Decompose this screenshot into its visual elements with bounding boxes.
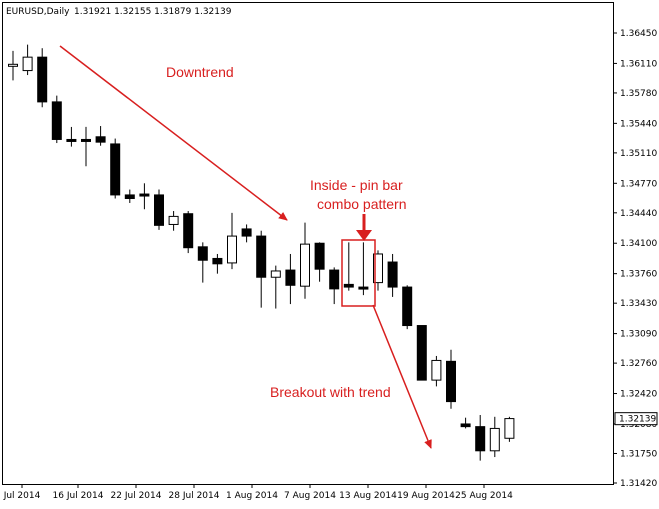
candle-body-bearish [66, 138, 77, 142]
candle-body-bearish [37, 56, 48, 103]
candle-body-bearish [460, 423, 471, 428]
candle-body-bearish [416, 325, 427, 381]
candle-body-bearish [81, 138, 91, 142]
candle-body-bullish [431, 359, 442, 381]
x-tick-label: 22 Jul 2014 [111, 491, 162, 501]
y-tick-label: 1.34100 [620, 239, 657, 249]
y-tick-label: 1.32760 [620, 359, 657, 369]
y-tick-label: 1.32420 [620, 390, 657, 400]
x-axis: Jul 2014 16 Jul 2014 22 Jul 2014 28 Jul 201… [3, 484, 513, 501]
x-tick-label: 19 Aug 2014 [397, 491, 455, 501]
x-tick-label: 28 Jul 2014 [169, 491, 220, 501]
candle-body-bearish [446, 360, 456, 403]
downtrend-arrow [59, 45, 288, 221]
candle-body-bearish [183, 213, 194, 249]
y-tick-label: 1.31420 [620, 479, 657, 489]
pattern-label-line2: combo pattern [317, 196, 407, 212]
candle-body-bearish [139, 193, 150, 197]
pattern-highlight-box [341, 239, 376, 307]
y-tick-label: 1.33430 [620, 299, 657, 309]
candle-body-bearish [95, 136, 106, 143]
candle-body-bullish [270, 270, 281, 278]
ohlc-values: 1.31921 1.32155 1.31879 1.32139 [74, 7, 232, 17]
candle-body-bearish [212, 257, 223, 265]
x-tick-label: 13 Aug 2014 [339, 491, 397, 501]
y-tick-label: 1.33760 [620, 270, 657, 280]
y-tick-label: 1.35780 [620, 89, 657, 99]
candle-body-bearish [51, 101, 62, 140]
breakout-label: Breakout with trend [270, 384, 391, 400]
candle-body-bearish [314, 242, 325, 270]
candle-body-bullish [8, 63, 18, 67]
last-price-label: 1.32139 [619, 415, 656, 425]
y-tick-label: 1.36110 [620, 59, 657, 69]
y-tick-label: 1.33090 [620, 330, 657, 340]
candle-body-bullish [489, 427, 500, 452]
y-tick-label: 1.35110 [620, 149, 657, 159]
y-tick-label: 1.34440 [620, 209, 657, 219]
x-tick-label: Jul 2014 [3, 491, 41, 501]
candle-body-bearish [241, 228, 252, 237]
y-tick-label: 1.36450 [620, 29, 657, 39]
y-tick-label: 1.35440 [620, 119, 657, 129]
candle-body-bearish [154, 194, 164, 226]
x-tick-label: 7 Aug 2014 [284, 491, 336, 501]
candle-body-bearish [197, 246, 208, 261]
candle-body-bearish [402, 286, 413, 327]
candle-body-bearish [256, 235, 267, 278]
candle-body-bullish [168, 215, 179, 225]
candle-body-bullish [504, 418, 515, 439]
last-price-box [614, 412, 658, 426]
candles [8, 44, 515, 461]
y-tick-label: 1.34770 [620, 179, 657, 189]
downtrend-label: Downtrend [166, 64, 234, 80]
candle-body-bullish [227, 235, 237, 264]
plot-frame [2, 2, 614, 485]
x-tick-label: 1 Aug 2014 [226, 491, 278, 501]
y-axis: 1.36450 1.36110 1.35780 1.35440 1.35110 1.347… [613, 29, 657, 489]
candle-body-bearish [475, 426, 486, 452]
breakout-arrow [372, 304, 432, 449]
candle-body-bearish [343, 283, 354, 288]
candle-body-bullish [300, 243, 310, 287]
candle-body-bearish [124, 194, 135, 200]
symbol-label: EURUSD,Daily [6, 7, 70, 17]
candle-body-bullish [373, 253, 383, 284]
candle-body-bearish [358, 286, 369, 290]
pattern-arrowhead [356, 230, 372, 241]
candle-body-bearish [285, 269, 296, 286]
x-tick-label: 25 Aug 2014 [455, 491, 513, 501]
candle-body-bullish [22, 56, 33, 72]
candle-body-bearish [329, 269, 340, 290]
candle-body-bearish [387, 261, 398, 288]
last-price-marker: 1.32139 [614, 412, 658, 426]
pattern-label-line1: Inside - pin bar [310, 177, 403, 193]
candle-body-bearish [110, 143, 121, 196]
x-tick-label: 16 Jul 2014 [53, 491, 104, 501]
y-tick-label: 1.31750 [620, 449, 657, 459]
